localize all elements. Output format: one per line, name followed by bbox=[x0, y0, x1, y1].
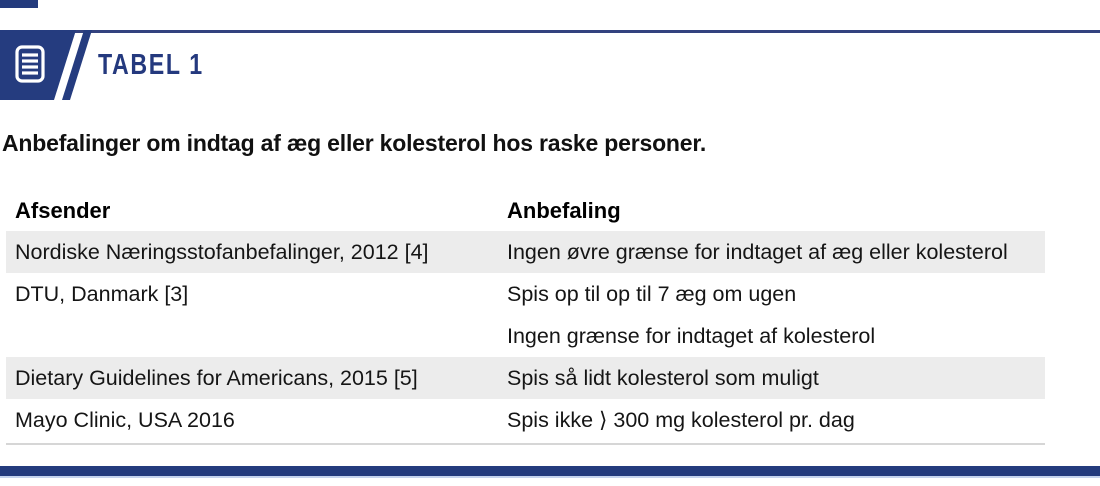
table-header-row: Afsender Anbefaling bbox=[6, 190, 1045, 231]
cell-anbefaling: Spis op til op til 7 æg om ugen Ingen gr… bbox=[507, 273, 1045, 357]
table-row: DTU, Danmark [3] Spis op til op til 7 æg… bbox=[6, 273, 1045, 357]
cell-anbefaling: Spis ikke ⟩ 300 mg kolesterol pr. dag bbox=[507, 408, 855, 432]
recommendations-table: Afsender Anbefaling Nordiske Næringsstof… bbox=[6, 190, 1045, 445]
column-header-afsender: Afsender bbox=[15, 198, 111, 223]
table-label: TABEL 1 bbox=[98, 49, 204, 81]
cell-anbefaling: Spis så lidt kolesterol som muligt bbox=[507, 366, 819, 390]
table-row: Dietary Guidelines for Americans, 2015 [… bbox=[6, 357, 1045, 399]
document-lines-icon bbox=[15, 45, 45, 83]
cell-afsender: Nordiske Næringsstofanbefalinger, 2012 [… bbox=[15, 240, 429, 264]
top-left-rule-fragment bbox=[0, 0, 38, 8]
bottom-rule bbox=[0, 466, 1100, 476]
table-row: Mayo Clinic, USA 2016 Spis ikke ⟩ 300 mg… bbox=[6, 399, 1045, 445]
column-header-anbefaling: Anbefaling bbox=[507, 198, 621, 223]
bottom-rule-highlight bbox=[0, 476, 1100, 478]
cell-anbefaling: Ingen øvre grænse for indtaget af æg ell… bbox=[507, 240, 1008, 264]
anbefaling-line: Spis op til op til 7 æg om ugen bbox=[507, 282, 797, 306]
cell-afsender: Dietary Guidelines for Americans, 2015 [… bbox=[15, 366, 418, 390]
table-caption: Anbefalinger om indtag af æg eller koles… bbox=[2, 130, 707, 156]
table-row: Nordiske Næringsstofanbefalinger, 2012 [… bbox=[6, 231, 1045, 273]
header-top-rule bbox=[0, 30, 1100, 33]
cell-afsender: Mayo Clinic, USA 2016 bbox=[15, 408, 235, 432]
cell-afsender: DTU, Danmark [3] bbox=[15, 282, 189, 306]
anbefaling-line: Ingen grænse for indtaget af kolesterol bbox=[507, 324, 876, 348]
